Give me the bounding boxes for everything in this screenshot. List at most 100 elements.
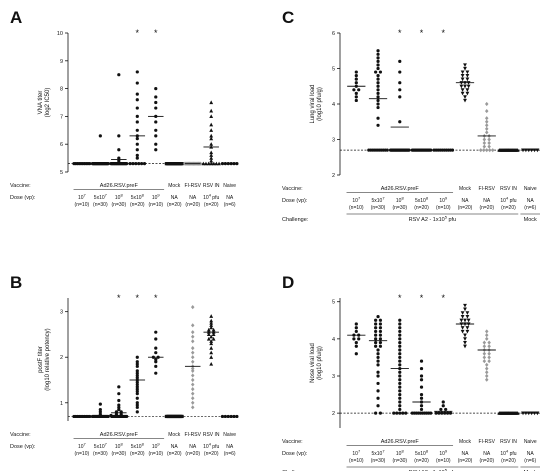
- group-size-label: (n=10): [148, 202, 163, 208]
- data-point: [209, 161, 214, 166]
- group-size-label: (n=6): [524, 205, 536, 211]
- data-point: [376, 63, 380, 67]
- y-tick-label: 2: [332, 173, 335, 179]
- dose-label: 104 pfu: [500, 449, 516, 458]
- dose-label: NA: [462, 451, 470, 457]
- dose-label: 108: [396, 449, 405, 458]
- data-point: [376, 98, 380, 103]
- data-point: [154, 330, 158, 334]
- data-point: [419, 392, 424, 397]
- data-point: [463, 84, 467, 89]
- significance-star: *: [136, 293, 140, 303]
- y-tick-label: 1: [60, 401, 63, 407]
- data-point: [444, 407, 448, 412]
- significance-star: *: [398, 293, 402, 303]
- data-point: [135, 396, 139, 400]
- dose-label: NA: [226, 195, 234, 201]
- data-point: [354, 329, 358, 334]
- data-point: [398, 344, 402, 348]
- data-point: [439, 407, 443, 412]
- vaccine-label: FI-RSV: [185, 432, 202, 438]
- data-point: [117, 392, 121, 396]
- data-point: [441, 404, 445, 408]
- dose-label: NA: [226, 444, 234, 450]
- data-point: [398, 355, 402, 360]
- group-size-label: (n=20): [167, 202, 182, 208]
- data-point: [354, 98, 358, 103]
- data-point: [378, 344, 383, 348]
- data-point: [190, 368, 195, 373]
- y-tick-label: 2: [332, 411, 335, 417]
- data-point: [209, 100, 214, 105]
- data-point: [482, 344, 487, 349]
- data-point: [484, 366, 489, 371]
- data-point: [398, 374, 402, 378]
- data-point: [354, 95, 358, 99]
- data-point: [209, 350, 214, 355]
- dose-label: 104 pfu: [500, 196, 516, 205]
- data-point: [209, 339, 214, 343]
- group-size-label: (n=20): [458, 205, 473, 211]
- data-point: [378, 411, 383, 415]
- data-point: [135, 389, 139, 393]
- data-point: [98, 402, 102, 406]
- dose-label: 5x107: [372, 196, 386, 205]
- data-point: [484, 116, 489, 121]
- data-point: [465, 77, 470, 82]
- data-point: [209, 334, 214, 339]
- group-size-label: (n=20): [479, 205, 494, 211]
- group-size-label: (n=20): [458, 458, 473, 464]
- data-point: [154, 346, 158, 350]
- panel-letter: B: [10, 273, 22, 292]
- data-point: [434, 411, 438, 415]
- group-size-label: (n=20): [130, 451, 145, 457]
- group-size-label: (n=20): [167, 451, 182, 457]
- significance-star: *: [442, 28, 446, 38]
- group-size-label: (n=20): [414, 205, 429, 211]
- data-point: [463, 344, 467, 349]
- significance-star: *: [420, 28, 424, 38]
- data-point: [209, 341, 214, 346]
- data-point: [354, 344, 358, 348]
- dose-label: 107: [78, 193, 87, 202]
- data-point: [128, 162, 132, 166]
- data-point: [209, 122, 214, 127]
- data-point: [478, 148, 483, 153]
- dose-label: 107: [78, 442, 87, 451]
- group-size-label: (n=30): [93, 451, 108, 457]
- data-point: [490, 148, 495, 153]
- data-point: [135, 156, 139, 160]
- data-point: [484, 126, 489, 131]
- data-point: [154, 360, 158, 364]
- data-point: [376, 74, 380, 78]
- data-point: [465, 74, 470, 78]
- y-tick-label: 5: [60, 170, 63, 176]
- data-point: [398, 392, 402, 397]
- data-point: [135, 401, 139, 405]
- significance-star: *: [136, 28, 140, 38]
- data-point: [209, 314, 214, 318]
- data-point: [190, 359, 195, 364]
- y-axis-label: (log10 pfu/g): [317, 346, 323, 380]
- data-point: [135, 380, 139, 384]
- data-point: [398, 318, 402, 322]
- data-point: [443, 411, 447, 415]
- data-point: [98, 134, 102, 138]
- data-point: [154, 95, 158, 99]
- vaccine-label: Naive: [524, 186, 537, 192]
- group-size-label: (n=10): [148, 451, 163, 457]
- data-point: [460, 326, 465, 330]
- data-point: [190, 339, 195, 344]
- data-point: [209, 318, 214, 323]
- group-size-label: (n=20): [501, 205, 516, 211]
- data-point: [374, 411, 378, 415]
- data-point: [376, 88, 380, 92]
- data-point: [154, 357, 158, 362]
- data-point: [180, 414, 184, 419]
- significance-star: *: [154, 28, 158, 38]
- data-point: [135, 128, 139, 132]
- group-size-label: (n=30): [371, 205, 386, 211]
- dose-label: 108: [115, 442, 124, 451]
- data-point: [459, 84, 464, 89]
- data-point: [135, 385, 139, 389]
